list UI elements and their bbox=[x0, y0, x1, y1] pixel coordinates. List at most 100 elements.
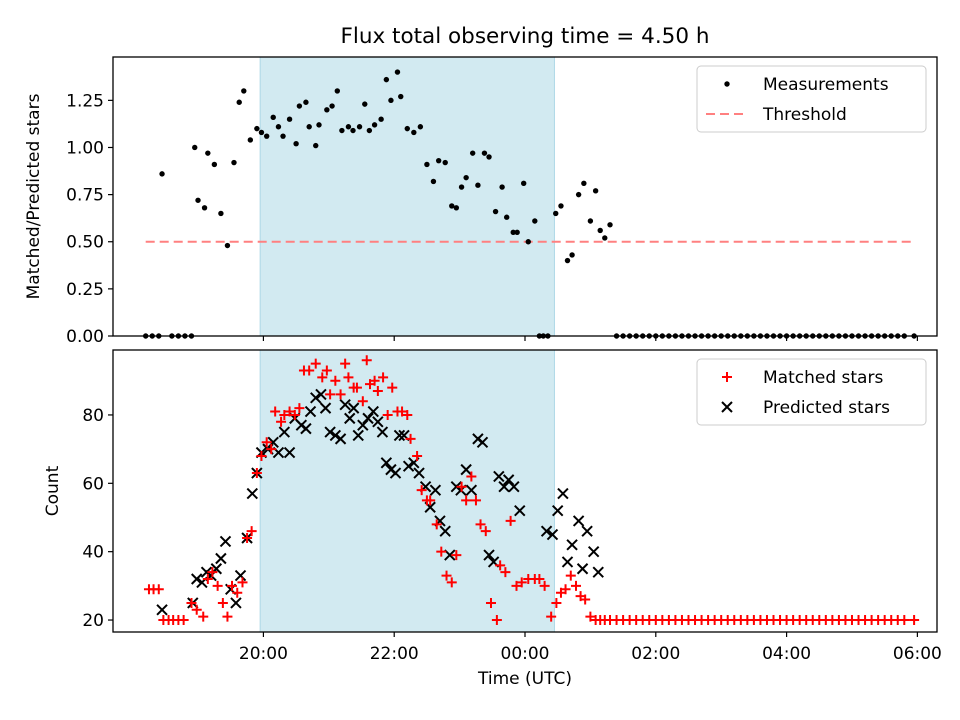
matched-star-marker bbox=[369, 375, 380, 386]
matched-star-marker bbox=[580, 594, 591, 605]
legend: Measurements Threshold bbox=[696, 65, 927, 133]
measurement-point bbox=[350, 127, 356, 134]
predicted-star-marker bbox=[402, 460, 415, 472]
matched-star-marker bbox=[284, 406, 295, 417]
measurement-point bbox=[514, 229, 520, 236]
axes-frame bbox=[112, 56, 938, 337]
matched-star-marker bbox=[321, 365, 332, 376]
measurement-point bbox=[293, 141, 299, 147]
matched-star-marker bbox=[207, 567, 218, 578]
predicted-star-marker bbox=[219, 535, 232, 548]
matched-star-marker bbox=[495, 560, 506, 571]
measurement-point bbox=[458, 184, 465, 190]
measurement-point bbox=[192, 144, 198, 151]
x-tick-label: 04:00 bbox=[762, 644, 811, 664]
matched-star-marker bbox=[546, 611, 557, 622]
matched-star-marker bbox=[470, 495, 481, 506]
matched-star-marker bbox=[304, 365, 315, 376]
measurement-point bbox=[417, 124, 424, 130]
bottom-panel: 20:00 22:00 00:00 02:00 04:00 06:00 20 40 60 80 Co… bbox=[43, 349, 942, 689]
matched-star-marker bbox=[325, 389, 336, 400]
legend-label: Matched stars bbox=[763, 368, 883, 388]
matched-star-marker bbox=[378, 372, 389, 383]
matched-star-marker bbox=[511, 580, 522, 591]
matched-star-marker bbox=[270, 406, 281, 417]
matched-star-marker bbox=[565, 570, 576, 581]
predicted-star-marker bbox=[310, 392, 322, 404]
predicted-star-marker bbox=[156, 604, 168, 616]
measurement-point bbox=[254, 125, 260, 132]
y-tick-label: 0.25 bbox=[66, 280, 104, 300]
matched-star-marker bbox=[246, 526, 257, 537]
measurement-point bbox=[195, 197, 201, 203]
legend-marker-matched bbox=[722, 372, 732, 382]
measurement-point bbox=[435, 157, 442, 164]
predicted-star-marker bbox=[329, 429, 342, 442]
matched-star-marker bbox=[178, 615, 189, 626]
matched-star-marker bbox=[425, 495, 436, 506]
y-tick-label: 1.00 bbox=[66, 138, 104, 158]
predicted-star-marker bbox=[389, 467, 402, 479]
measurement-point bbox=[510, 229, 516, 236]
predicted-star-marker bbox=[352, 429, 364, 442]
y-axis-label: Matched/Predicted stars bbox=[24, 93, 44, 299]
measurement-point bbox=[388, 97, 394, 104]
measurement-point bbox=[503, 214, 510, 220]
measurement-point bbox=[280, 133, 286, 139]
matched-star-marker bbox=[372, 386, 383, 397]
predicted-star-marker bbox=[380, 457, 393, 469]
matched-star-marker bbox=[310, 358, 321, 369]
y-tick-label: 80 bbox=[82, 406, 104, 426]
predicted-star-marker bbox=[439, 525, 451, 537]
predicted-star-marker bbox=[215, 552, 227, 565]
matched-star-marker bbox=[585, 611, 596, 622]
matched-star-marker bbox=[153, 584, 164, 595]
matched-star-marker bbox=[343, 372, 354, 383]
matched-star-marker bbox=[571, 580, 582, 591]
legend-box bbox=[696, 358, 927, 426]
measurement-point bbox=[553, 210, 559, 217]
measurement-point bbox=[411, 129, 417, 136]
measurement-point bbox=[486, 154, 492, 160]
predicted-star-marker bbox=[576, 563, 589, 575]
predicted-star-marker bbox=[376, 426, 389, 438]
top-panel: 0.00 0.25 0.50 0.75 1.00 1.25 Matched/Predicte… bbox=[24, 56, 938, 347]
matched-star-marker bbox=[317, 372, 328, 383]
measurement-point bbox=[424, 161, 430, 168]
legend-label: Predicted stars bbox=[763, 398, 890, 418]
measurement-point bbox=[398, 93, 404, 100]
matched-star-marker bbox=[436, 546, 447, 557]
predicted-star-marker bbox=[246, 487, 259, 500]
y-tick-label: 40 bbox=[82, 543, 104, 563]
predicted-star-marker bbox=[315, 388, 327, 401]
measurement-point bbox=[306, 124, 312, 130]
predicted-star-marker bbox=[587, 545, 600, 558]
predicted-star-marker bbox=[372, 416, 384, 428]
measurement-point bbox=[587, 218, 594, 224]
measurement-point bbox=[263, 133, 270, 139]
matched-star-marker bbox=[212, 580, 223, 591]
matched-star-marker bbox=[551, 597, 562, 608]
matched-star-marker bbox=[186, 597, 197, 608]
measurement-point bbox=[532, 218, 538, 224]
matched-star-marker bbox=[340, 358, 351, 369]
y-tick-label: 60 bbox=[82, 474, 104, 494]
matched-star-marker bbox=[351, 382, 362, 393]
measurement-point bbox=[430, 178, 437, 185]
y-tick-label: 1.25 bbox=[66, 91, 104, 111]
observing-window-span bbox=[259, 349, 555, 633]
y-tick-label: 20 bbox=[82, 611, 104, 631]
measurement-point bbox=[356, 124, 363, 130]
matched-star-marker bbox=[500, 567, 511, 578]
matched-star-marker bbox=[491, 615, 502, 626]
measurement-point bbox=[449, 203, 455, 209]
matched-star-marker bbox=[242, 533, 253, 543]
measurement-point bbox=[275, 124, 282, 130]
measurement-point bbox=[404, 125, 410, 132]
matched-star-marker bbox=[261, 437, 272, 448]
y-axis-label: Count bbox=[43, 465, 63, 516]
legend-box bbox=[696, 65, 927, 133]
matched-star-marker bbox=[279, 409, 290, 420]
predicted-star-marker bbox=[483, 549, 495, 561]
measurement-point bbox=[324, 107, 330, 113]
